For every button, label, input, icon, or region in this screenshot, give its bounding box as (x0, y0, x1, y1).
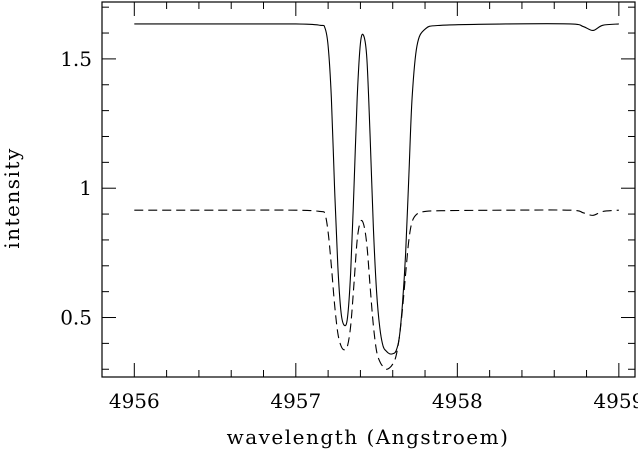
axis-ticks (101, 2, 635, 377)
series-line-solid (134, 23, 619, 355)
x-tick-label: 4957 (270, 389, 321, 413)
y-axis-label: intensity (0, 147, 24, 249)
series-group (134, 23, 619, 370)
y-tick-label: 0.5 (60, 306, 92, 330)
x-tick-label: 4956 (109, 389, 160, 413)
y-tick-label: 1 (79, 176, 92, 200)
x-axis-label: wavelength (Angstroem) (227, 425, 510, 449)
x-tick-label: 4959 (593, 389, 638, 413)
plot-frame (101, 1, 636, 378)
y-tick-label: 1.5 (60, 47, 92, 71)
x-tick-label: 4958 (432, 389, 483, 413)
tick-labels: 4956 4957 4958 4959 0.5 1 1.5 (60, 47, 638, 413)
series-line-dashed (134, 209, 619, 370)
